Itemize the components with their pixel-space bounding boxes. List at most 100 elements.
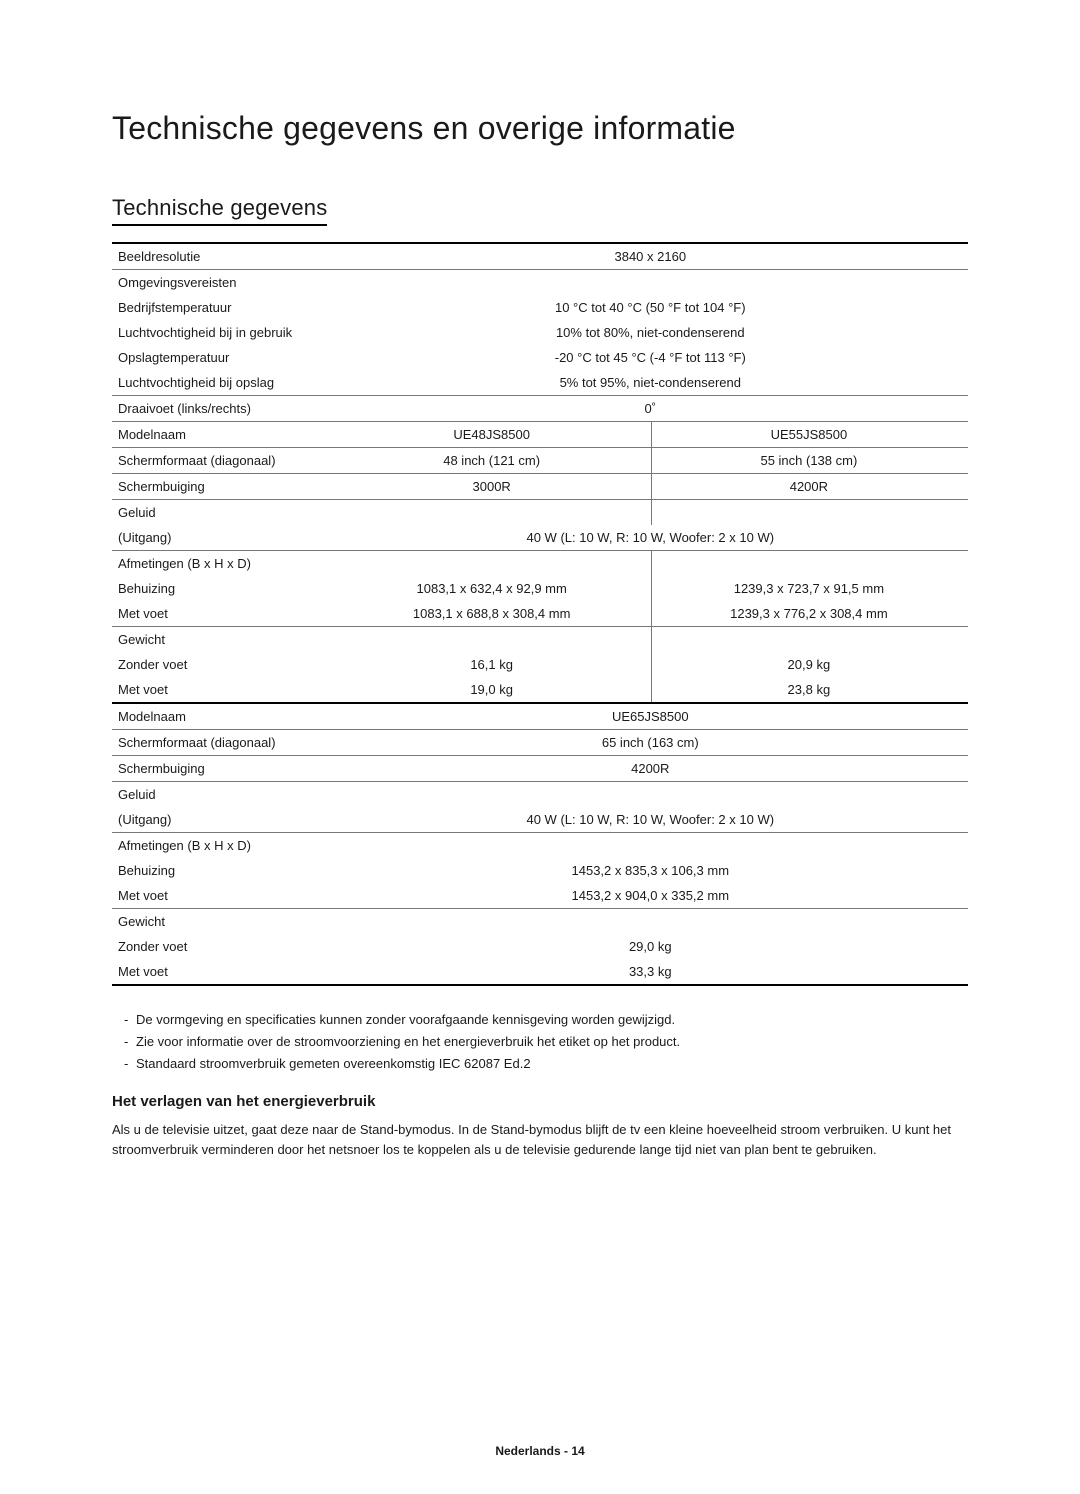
table-row: Bedrijfstemperatuur10 °C tot 40 °C (50 °… bbox=[112, 295, 968, 320]
spec-value-b: 55 inch (138 cm) bbox=[651, 448, 968, 474]
spec-value-b: UE55JS8500 bbox=[651, 422, 968, 448]
spec-value: 3840 x 2160 bbox=[335, 243, 968, 270]
spec-value-a: 1083,1 x 632,4 x 92,9 mm bbox=[335, 576, 652, 601]
table-row: Schermformaat (diagonaal)65 inch (163 cm… bbox=[112, 730, 968, 756]
spec-value-b bbox=[651, 551, 968, 577]
spec-label: Afmetingen (B x H x D) bbox=[112, 551, 335, 577]
table-row: Zonder voet29,0 kg bbox=[112, 934, 968, 959]
spec-label: (Uitgang) bbox=[112, 525, 335, 551]
page: Technische gegevens en overige informati… bbox=[0, 0, 1080, 1494]
table-row: ModelnaamUE48JS8500UE55JS8500 bbox=[112, 422, 968, 448]
spec-label: Modelnaam bbox=[112, 422, 335, 448]
table-row: Opslagtemperatuur-20 °C tot 45 °C (-4 °F… bbox=[112, 345, 968, 370]
spec-value-a bbox=[335, 500, 652, 526]
table-row: Geluid bbox=[112, 500, 968, 526]
table-row: Gewicht bbox=[112, 909, 968, 935]
spec-value-a: 16,1 kg bbox=[335, 652, 652, 677]
spec-value-b: 1239,3 x 723,7 x 91,5 mm bbox=[651, 576, 968, 601]
note-item: Zie voor informatie over de stroomvoorzi… bbox=[124, 1034, 968, 1049]
spec-label: Schermformaat (diagonaal) bbox=[112, 730, 335, 756]
spec-value-b: 23,8 kg bbox=[651, 677, 968, 703]
spec-value: UE65JS8500 bbox=[335, 703, 968, 730]
spec-value bbox=[335, 782, 968, 808]
spec-value: 1453,2 x 904,0 x 335,2 mm bbox=[335, 883, 968, 909]
spec-label: Bedrijfstemperatuur bbox=[112, 295, 335, 320]
table-row: ModelnaamUE65JS8500 bbox=[112, 703, 968, 730]
spec-label: Draaivoet (links/rechts) bbox=[112, 396, 335, 422]
spec-label: Met voet bbox=[112, 959, 335, 985]
table-row: Beeldresolutie3840 x 2160 bbox=[112, 243, 968, 270]
spec-table: Beeldresolutie3840 x 2160Omgevingsvereis… bbox=[112, 242, 968, 986]
spec-value: 10% tot 80%, niet-condenserend bbox=[335, 320, 968, 345]
table-row: Afmetingen (B x H x D) bbox=[112, 833, 968, 859]
table-row: (Uitgang)40 W (L: 10 W, R: 10 W, Woofer:… bbox=[112, 807, 968, 833]
spec-value-a bbox=[335, 551, 652, 577]
spec-label: Met voet bbox=[112, 677, 335, 703]
spec-value: 10 °C tot 40 °C (50 °F tot 104 °F) bbox=[335, 295, 968, 320]
spec-value-a: UE48JS8500 bbox=[335, 422, 652, 448]
spec-value-b: 20,9 kg bbox=[651, 652, 968, 677]
spec-label: Zonder voet bbox=[112, 934, 335, 959]
spec-label: Met voet bbox=[112, 601, 335, 627]
spec-value bbox=[335, 833, 968, 859]
spec-label: Afmetingen (B x H x D) bbox=[112, 833, 335, 859]
spec-value: 5% tot 95%, niet-condenserend bbox=[335, 370, 968, 396]
table-row: Met voet19,0 kg23,8 kg bbox=[112, 677, 968, 703]
spec-value-a bbox=[335, 627, 652, 653]
notes-list: De vormgeving en specificaties kunnen zo… bbox=[112, 1012, 968, 1071]
energy-body: Als u de televisie uitzet, gaat deze naa… bbox=[112, 1120, 968, 1159]
spec-label: Behuizing bbox=[112, 576, 335, 601]
table-row: Schermbuiging3000R4200R bbox=[112, 474, 968, 500]
spec-value-a: 48 inch (121 cm) bbox=[335, 448, 652, 474]
spec-label: Schermformaat (diagonaal) bbox=[112, 448, 335, 474]
spec-value: -20 °C tot 45 °C (-4 °F tot 113 °F) bbox=[335, 345, 968, 370]
spec-label: Luchtvochtigheid bij opslag bbox=[112, 370, 335, 396]
table-row: Omgevingsvereisten bbox=[112, 270, 968, 296]
spec-value: 40 W (L: 10 W, R: 10 W, Woofer: 2 x 10 W… bbox=[335, 525, 968, 551]
spec-value: 1453,2 x 835,3 x 106,3 mm bbox=[335, 858, 968, 883]
spec-value-b bbox=[651, 627, 968, 653]
spec-label: Behuizing bbox=[112, 858, 335, 883]
spec-label: Schermbuiging bbox=[112, 756, 335, 782]
spec-label: Gewicht bbox=[112, 909, 335, 935]
spec-value: 33,3 kg bbox=[335, 959, 968, 985]
table-row: Afmetingen (B x H x D) bbox=[112, 551, 968, 577]
page-footer: Nederlands - 14 bbox=[0, 1444, 1080, 1458]
spec-value: 4200R bbox=[335, 756, 968, 782]
spec-value: 0˚ bbox=[335, 396, 968, 422]
energy-title: Het verlagen van het energieverbruik bbox=[112, 1093, 968, 1110]
spec-value: 65 inch (163 cm) bbox=[335, 730, 968, 756]
spec-label: Met voet bbox=[112, 883, 335, 909]
note-item: De vormgeving en specificaties kunnen zo… bbox=[124, 1012, 968, 1027]
table-row: Met voet33,3 kg bbox=[112, 959, 968, 985]
table-row: Zonder voet16,1 kg20,9 kg bbox=[112, 652, 968, 677]
table-row: Met voet1453,2 x 904,0 x 335,2 mm bbox=[112, 883, 968, 909]
spec-value-b bbox=[651, 500, 968, 526]
spec-label: Geluid bbox=[112, 782, 335, 808]
spec-value-a: 19,0 kg bbox=[335, 677, 652, 703]
spec-value-a: 3000R bbox=[335, 474, 652, 500]
spec-label: Luchtvochtigheid bij in gebruik bbox=[112, 320, 335, 345]
spec-label: Gewicht bbox=[112, 627, 335, 653]
spec-label: (Uitgang) bbox=[112, 807, 335, 833]
table-row: Gewicht bbox=[112, 627, 968, 653]
spec-value bbox=[335, 270, 968, 296]
table-row: Schermformaat (diagonaal)48 inch (121 cm… bbox=[112, 448, 968, 474]
table-row: Behuizing1453,2 x 835,3 x 106,3 mm bbox=[112, 858, 968, 883]
spec-value: 29,0 kg bbox=[335, 934, 968, 959]
table-row: Geluid bbox=[112, 782, 968, 808]
spec-value-b: 1239,3 x 776,2 x 308,4 mm bbox=[651, 601, 968, 627]
spec-value-a: 1083,1 x 688,8 x 308,4 mm bbox=[335, 601, 652, 627]
spec-label: Opslagtemperatuur bbox=[112, 345, 335, 370]
spec-label: Zonder voet bbox=[112, 652, 335, 677]
section-title: Technische gegevens bbox=[112, 195, 327, 226]
spec-value-b: 4200R bbox=[651, 474, 968, 500]
table-row: Behuizing1083,1 x 632,4 x 92,9 mm1239,3 … bbox=[112, 576, 968, 601]
table-row: Luchtvochtigheid bij in gebruik10% tot 8… bbox=[112, 320, 968, 345]
spec-label: Geluid bbox=[112, 500, 335, 526]
table-row: Schermbuiging4200R bbox=[112, 756, 968, 782]
note-item: Standaard stroomverbruik gemeten overeen… bbox=[124, 1056, 968, 1071]
page-title: Technische gegevens en overige informati… bbox=[112, 110, 968, 147]
table-row: (Uitgang)40 W (L: 10 W, R: 10 W, Woofer:… bbox=[112, 525, 968, 551]
table-row: Met voet1083,1 x 688,8 x 308,4 mm1239,3 … bbox=[112, 601, 968, 627]
